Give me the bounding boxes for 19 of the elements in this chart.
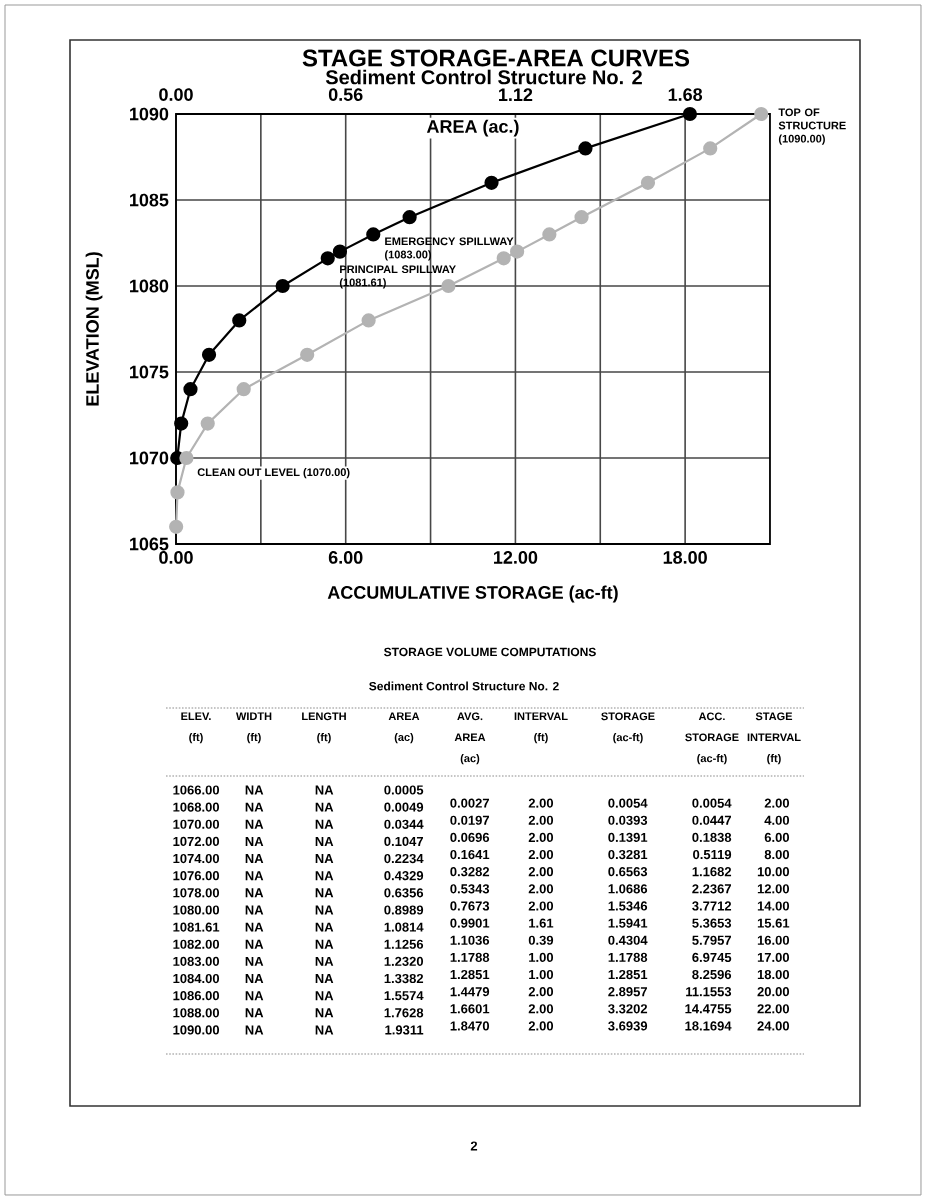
x2-tick-label: 0.56: [328, 88, 363, 101]
x2-tick-label: 1.68: [668, 88, 703, 101]
chart-title: STAGE STORAGE-AREA CURVES: [302, 49, 690, 67]
x-tick-label: 12.00: [494, 551, 538, 564]
y-tick-label: 1075: [130, 365, 169, 379]
x-tick-label: 6.00: [328, 551, 363, 564]
y-tick-label: 1090: [130, 107, 169, 121]
x-axis-title: ACCUMULATIVE STORAGE (ac-ft): [327, 585, 618, 603]
x2-axis-title: AREA (ac.): [426, 119, 519, 137]
x2-tick-label: 1.12: [499, 88, 533, 101]
y-tick-label: 1065: [130, 537, 169, 551]
x-tick-label: 18.00: [663, 551, 707, 564]
y-tick-label: 1070: [130, 451, 169, 465]
y-tick-label: 1085: [130, 193, 169, 207]
chart-subtitle: Sediment Control Structure No. 2: [325, 69, 642, 85]
y-tick-label: 1080: [130, 279, 169, 293]
x2-tick-label: 0.00: [159, 88, 193, 101]
y-axis-title: ELEVATION (MSL): [85, 252, 103, 406]
x-tick-label: 0.00: [159, 551, 193, 564]
